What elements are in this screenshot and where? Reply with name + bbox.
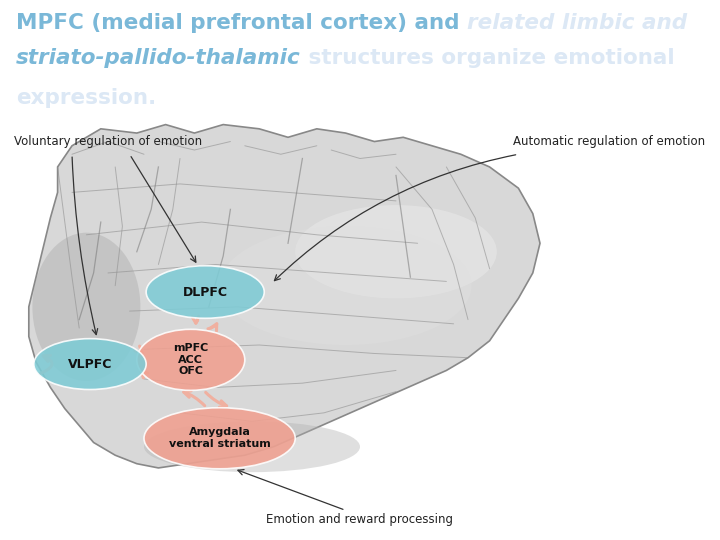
Text: Automatic regulation of emotion: Automatic regulation of emotion	[513, 135, 706, 148]
Text: mPFC
ACC
OFC: mPFC ACC OFC	[174, 343, 208, 376]
Ellipse shape	[32, 233, 140, 381]
Ellipse shape	[144, 408, 295, 469]
Text: Amygdala
ventral striatum: Amygdala ventral striatum	[168, 428, 271, 449]
Text: DLPFC: DLPFC	[183, 286, 228, 299]
Ellipse shape	[295, 205, 497, 299]
Polygon shape	[29, 125, 540, 468]
Ellipse shape	[146, 266, 264, 318]
Text: Voluntary regulation of emotion: Voluntary regulation of emotion	[14, 135, 202, 148]
Ellipse shape	[137, 329, 245, 390]
Text: VLPFC: VLPFC	[68, 357, 112, 370]
Ellipse shape	[220, 226, 472, 345]
Text: related limbic and: related limbic and	[467, 13, 687, 33]
Text: structures organize emotional: structures organize emotional	[300, 48, 674, 68]
Text: expression.: expression.	[16, 87, 156, 107]
Text: MPFC (medial prefrontal cortex) and: MPFC (medial prefrontal cortex) and	[16, 13, 467, 33]
Ellipse shape	[34, 339, 146, 389]
Ellipse shape	[144, 421, 360, 472]
Text: striato-pallido-thalamic: striato-pallido-thalamic	[16, 48, 300, 68]
Text: Emotion and reward processing: Emotion and reward processing	[266, 514, 454, 526]
